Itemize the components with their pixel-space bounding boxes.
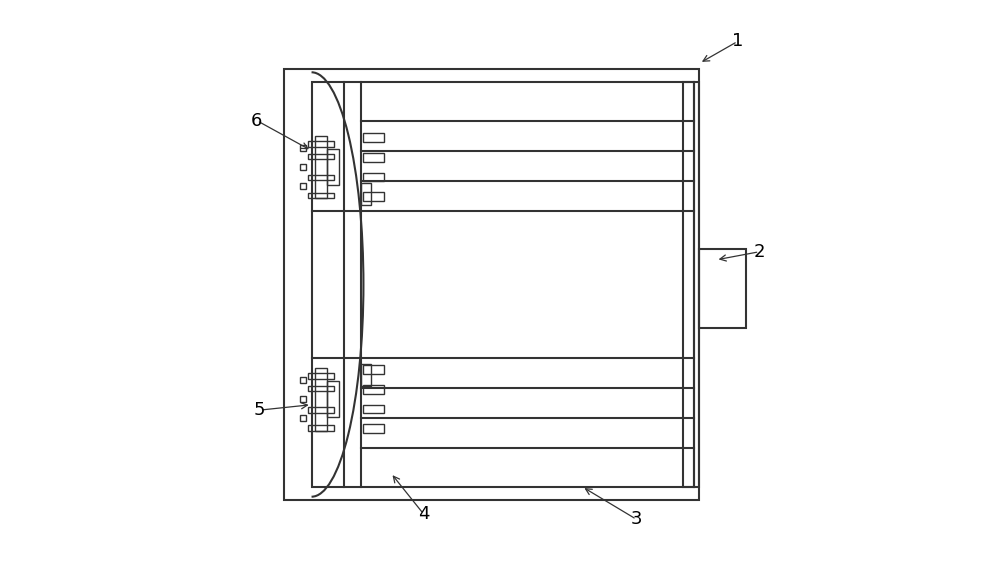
Bar	[308, 175, 334, 180]
Bar	[300, 396, 306, 402]
Bar	[363, 385, 384, 394]
Bar	[308, 154, 334, 159]
Bar	[308, 407, 334, 413]
Bar	[308, 373, 334, 379]
Text: 4: 4	[418, 505, 429, 523]
Text: 5: 5	[254, 401, 265, 419]
Text: 1: 1	[732, 32, 743, 51]
Bar	[300, 183, 306, 189]
Bar	[363, 192, 384, 201]
Bar	[363, 133, 384, 142]
Bar	[699, 249, 746, 328]
Bar	[312, 83, 694, 486]
Bar	[327, 149, 339, 185]
Bar	[361, 364, 371, 386]
Bar	[300, 415, 306, 421]
Bar	[327, 381, 339, 417]
Bar	[300, 377, 306, 384]
Bar	[363, 365, 384, 374]
Bar	[308, 386, 334, 391]
Bar	[363, 424, 384, 433]
Bar	[363, 405, 384, 414]
Bar	[300, 164, 306, 170]
Bar	[308, 425, 334, 431]
Bar	[315, 135, 327, 199]
Bar	[300, 145, 306, 151]
Bar	[363, 153, 384, 162]
Bar	[308, 193, 334, 199]
Bar	[284, 69, 699, 500]
Text: 6: 6	[251, 112, 263, 130]
Bar	[363, 172, 384, 182]
Bar	[315, 368, 327, 431]
Bar	[683, 83, 699, 486]
Text: 3: 3	[631, 510, 642, 529]
Bar	[361, 183, 371, 205]
Text: 2: 2	[754, 243, 765, 261]
Bar	[308, 141, 334, 147]
